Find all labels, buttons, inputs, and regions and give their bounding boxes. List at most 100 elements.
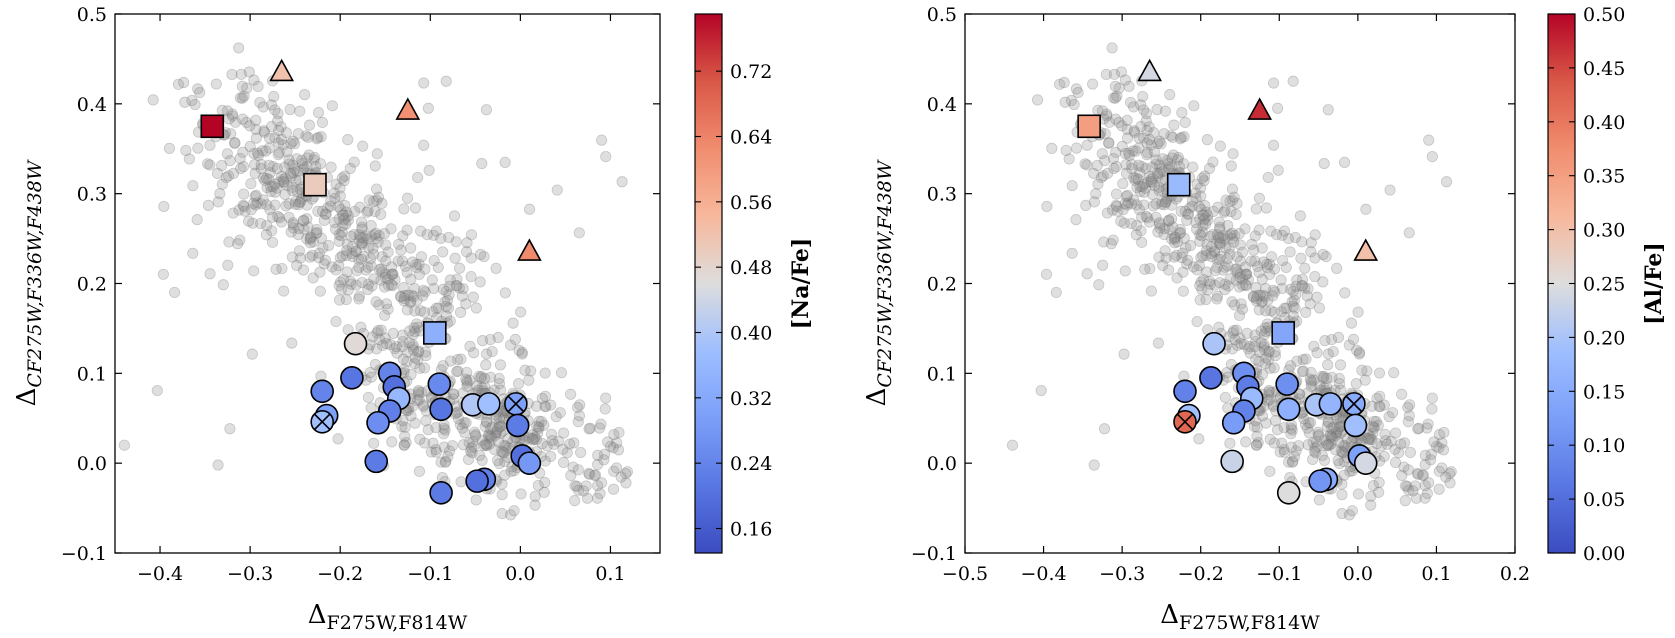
background-star-point bbox=[1269, 346, 1281, 358]
background-star-point bbox=[1230, 274, 1242, 286]
background-star-point bbox=[498, 447, 510, 459]
background-star-point bbox=[266, 236, 279, 248]
background-star-point bbox=[397, 230, 409, 242]
background-star-point bbox=[461, 375, 473, 387]
background-star-point bbox=[1121, 114, 1133, 126]
background-star-point bbox=[417, 400, 430, 413]
background-star-point bbox=[316, 116, 329, 129]
background-star-point bbox=[415, 386, 428, 399]
background-star-point bbox=[1316, 449, 1328, 462]
background-star-point bbox=[611, 437, 623, 449]
background-star-point bbox=[451, 273, 463, 285]
background-star-point bbox=[280, 127, 293, 139]
background-star-point bbox=[1145, 139, 1157, 151]
background-star-point bbox=[1404, 446, 1417, 459]
background-star-point bbox=[476, 335, 489, 347]
background-star-point bbox=[599, 403, 611, 415]
background-star-point bbox=[252, 147, 264, 159]
background-star-point bbox=[1167, 149, 1180, 161]
background-star-point bbox=[573, 410, 586, 422]
background-star-point bbox=[473, 370, 485, 383]
background-star-point bbox=[1318, 157, 1330, 170]
background-star-point bbox=[1199, 212, 1211, 224]
background-star-point bbox=[216, 159, 228, 172]
background-star-point bbox=[1240, 280, 1253, 292]
background-star-point bbox=[1298, 413, 1310, 425]
background-star-point bbox=[1107, 152, 1120, 165]
background-star-point bbox=[1178, 232, 1190, 244]
background-star-point bbox=[493, 418, 506, 430]
background-star-point bbox=[1179, 116, 1191, 129]
background-star-point bbox=[1239, 223, 1251, 235]
background-star-point bbox=[439, 424, 451, 436]
background-star-point bbox=[311, 227, 323, 239]
background-star-point bbox=[333, 235, 345, 247]
background-star-point bbox=[1268, 362, 1280, 374]
background-star-point bbox=[1263, 346, 1275, 358]
background-star-point bbox=[411, 395, 424, 407]
background-star-point bbox=[1118, 217, 1130, 229]
background-star-point bbox=[294, 252, 307, 264]
background-star-point bbox=[1110, 146, 1122, 158]
background-star-point bbox=[382, 246, 394, 258]
background-star-point bbox=[1419, 492, 1431, 504]
background-star-point bbox=[1133, 159, 1145, 171]
background-star-point bbox=[1253, 192, 1266, 204]
background-star-point bbox=[1143, 121, 1155, 133]
background-star-point bbox=[363, 194, 375, 206]
background-star-point bbox=[1423, 477, 1435, 489]
background-star-point bbox=[1365, 490, 1377, 502]
background-star-point bbox=[1272, 164, 1284, 176]
background-star-point bbox=[341, 238, 353, 250]
background-star-point bbox=[529, 490, 541, 502]
background-star-point bbox=[365, 230, 377, 243]
background-star-point bbox=[1373, 486, 1385, 498]
background-star-point bbox=[490, 262, 502, 274]
background-star-point bbox=[591, 492, 604, 504]
background-star-point bbox=[1231, 197, 1243, 210]
background-star-point bbox=[293, 174, 306, 186]
background-star-point bbox=[1278, 421, 1290, 434]
background-star-point bbox=[353, 290, 365, 302]
background-star-point bbox=[1224, 437, 1236, 449]
background-star-point bbox=[1065, 94, 1077, 107]
background-star-point bbox=[307, 272, 319, 284]
background-star-point bbox=[1159, 245, 1171, 257]
background-star-point bbox=[1249, 335, 1262, 348]
background-star-point bbox=[1153, 217, 1166, 229]
background-star-point bbox=[169, 286, 181, 299]
background-star-point bbox=[571, 401, 584, 414]
star-square-point bbox=[1166, 172, 1191, 197]
background-star-point bbox=[1138, 132, 1150, 144]
background-star-point bbox=[273, 176, 285, 188]
background-star-point bbox=[1396, 388, 1408, 400]
background-star-point bbox=[264, 167, 276, 179]
background-star-point bbox=[289, 163, 301, 175]
background-star-point bbox=[1129, 126, 1141, 138]
background-star-point bbox=[523, 203, 536, 215]
highlighted-stars bbox=[1077, 58, 1379, 505]
y-axis-label-main: Δ bbox=[12, 388, 42, 407]
background-star-point bbox=[455, 353, 467, 365]
background-star-point bbox=[1179, 205, 1191, 217]
background-star-point bbox=[1351, 344, 1363, 356]
star-circle-point bbox=[465, 469, 489, 493]
background-star-point bbox=[1135, 211, 1148, 223]
background-star-point bbox=[371, 194, 383, 207]
background-star-point bbox=[266, 211, 279, 223]
background-star-point bbox=[316, 205, 329, 217]
background-star-point bbox=[320, 208, 332, 220]
background-star-point bbox=[292, 199, 305, 211]
background-star-point bbox=[395, 291, 407, 303]
background-star-point bbox=[437, 360, 449, 372]
colorbar-tick-label: 0.35 bbox=[1583, 166, 1625, 188]
background-star-point bbox=[451, 365, 463, 378]
background-star-point bbox=[1177, 266, 1189, 278]
background-star-point bbox=[1290, 445, 1302, 457]
background-star-point bbox=[1248, 291, 1260, 303]
background-star-point bbox=[1260, 358, 1272, 370]
background-star-point bbox=[499, 156, 511, 169]
background-star-point bbox=[1123, 147, 1135, 159]
background-star-point bbox=[297, 264, 310, 276]
background-star-point bbox=[454, 418, 467, 431]
